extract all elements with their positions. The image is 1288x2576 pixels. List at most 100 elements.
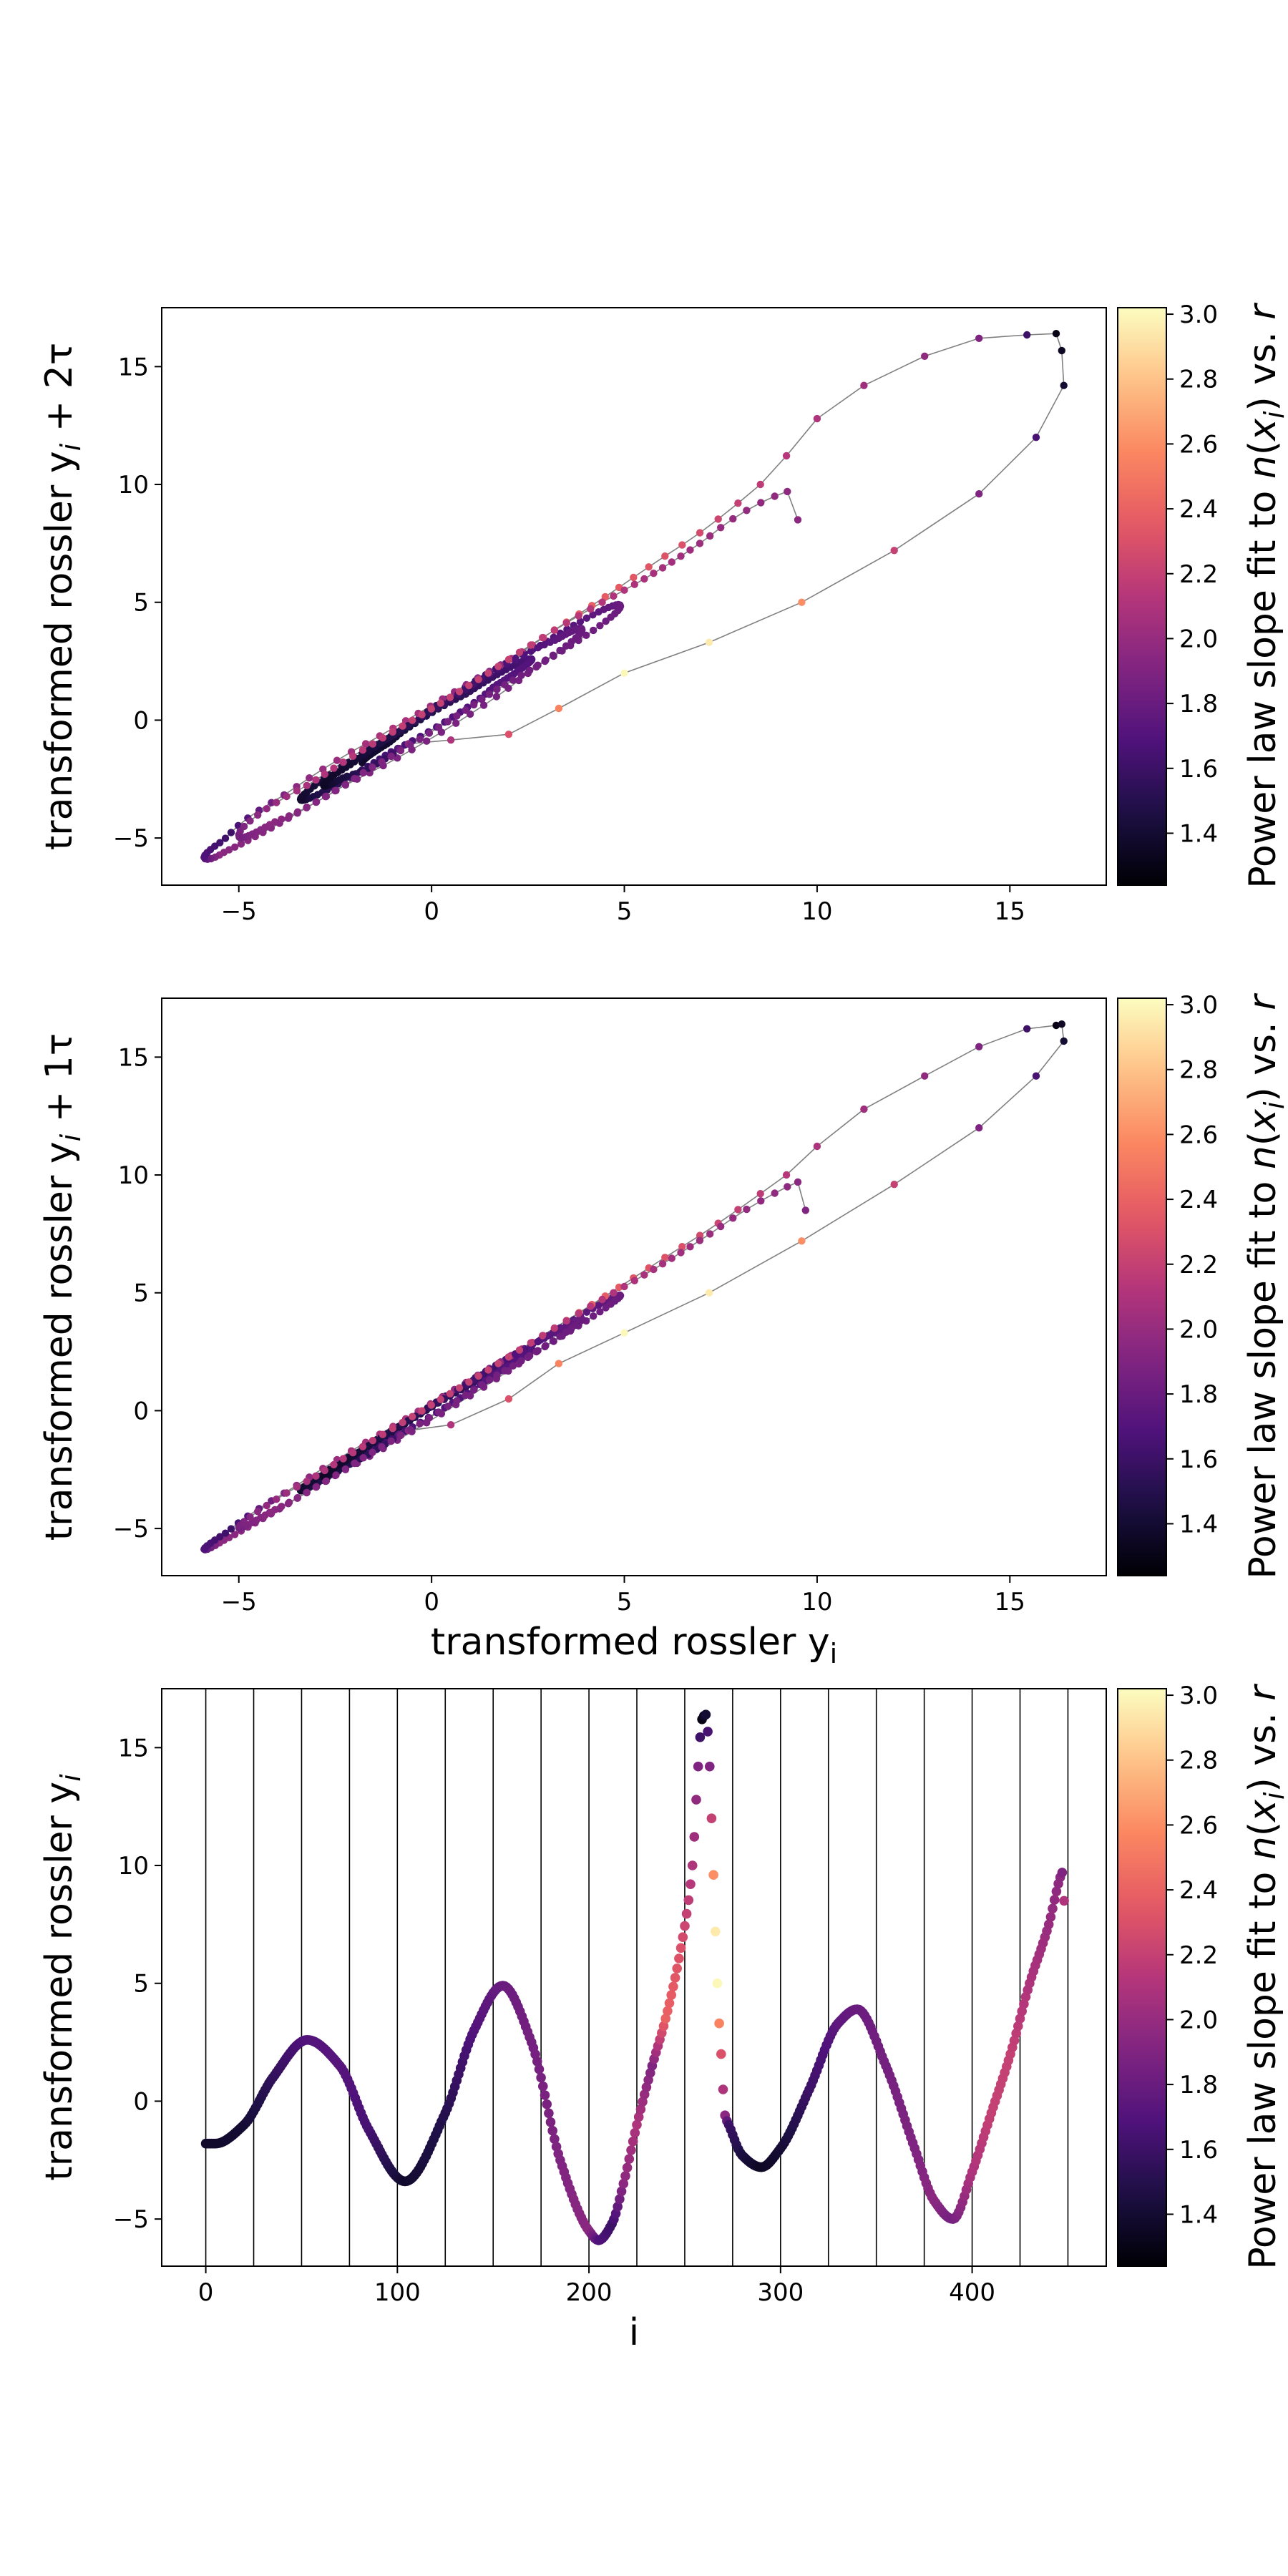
delay-2tau-axes-frame — [161, 307, 1107, 886]
data-point — [534, 644, 542, 652]
data-point — [399, 722, 406, 730]
data-point — [712, 1978, 723, 1989]
data-point — [293, 1483, 301, 1491]
data-point — [757, 499, 765, 507]
data-point — [351, 1459, 358, 1468]
data-point — [622, 2162, 633, 2173]
data-point — [538, 2081, 548, 2092]
data-point — [396, 1431, 405, 1440]
data-point — [436, 699, 444, 707]
data-point — [406, 1425, 414, 1434]
y-tick-label: 15 — [118, 1734, 149, 1762]
data-point — [527, 1339, 535, 1347]
data-point — [975, 1124, 983, 1132]
data-point — [703, 1727, 713, 1737]
time-series-x-axis-label: i — [629, 2311, 639, 2354]
y-tick-label: 5 — [133, 589, 149, 618]
data-point — [1011, 2028, 1021, 2039]
y-tick-label: 5 — [133, 1279, 149, 1308]
data-point — [333, 756, 341, 764]
data-point — [706, 532, 714, 540]
data-point — [231, 843, 239, 852]
time-series-ticks: 0 100 200 300 400 −5 0 5 10 15 — [113, 1734, 995, 2307]
data-point — [582, 1308, 591, 1316]
data-point — [474, 1372, 482, 1380]
data-point — [369, 740, 377, 748]
data-point — [545, 2117, 556, 2127]
data-point — [494, 1360, 502, 1367]
data-point — [687, 1860, 698, 1870]
delay-1tau-x-axis-label: transformed rossler yi — [431, 1621, 837, 1669]
colorbar-tick-label: 2.8 — [1179, 366, 1218, 394]
data-point — [633, 2112, 644, 2122]
data-point — [446, 693, 454, 701]
data-point — [620, 586, 628, 594]
data-point — [332, 1471, 340, 1479]
data-point — [349, 1449, 357, 1457]
colorbar-tick-label: 2.6 — [1179, 1121, 1218, 1149]
data-point — [782, 452, 791, 460]
data-point — [610, 592, 618, 600]
data-point — [975, 334, 983, 342]
data-point — [359, 1454, 367, 1462]
data-point — [718, 2084, 728, 2094]
data-point — [695, 1732, 706, 1742]
time-series-panel: 0 100 200 300 400 −5 0 5 10 15 transformed rossle… — [38, 1682, 1288, 2354]
data-point — [714, 2018, 724, 2029]
data-point — [756, 480, 764, 489]
data-point — [1032, 1072, 1040, 1080]
data-point — [332, 786, 340, 795]
data-point — [462, 706, 469, 714]
colorbar-label: Power law slope fit to n(xi) vs. r — [1241, 992, 1288, 1579]
data-point — [447, 1421, 455, 1429]
data-point — [1013, 2021, 1023, 2031]
data-point — [1051, 1886, 1062, 1897]
data-point — [590, 1312, 597, 1320]
data-point — [613, 2202, 623, 2212]
data-point — [1060, 381, 1068, 389]
data-point — [273, 799, 280, 806]
colorbar-tick-label: 1.8 — [1179, 1380, 1218, 1409]
y-tick-label: −5 — [113, 2205, 149, 2234]
data-point — [478, 696, 486, 703]
data-point — [484, 1366, 492, 1374]
data-point — [618, 2178, 629, 2189]
data-point — [387, 1437, 395, 1445]
x-tick-label: 10 — [801, 1588, 832, 1616]
data-point — [493, 686, 501, 693]
data-point — [794, 516, 802, 524]
data-point — [534, 2064, 545, 2074]
data-point — [462, 1391, 469, 1400]
delay-1tau-colorbar: 1.4 1.6 1.8 2.0 2.2 2.4 2.6 2.8 3.0 Power law slo… — [1117, 991, 1288, 1579]
data-point — [678, 1243, 686, 1251]
colorbar-tick-label: 2.4 — [1179, 495, 1218, 524]
delay-2tau-marks — [200, 330, 1068, 864]
data-point — [1060, 1037, 1068, 1045]
data-point — [616, 2186, 627, 2197]
data-point — [598, 598, 606, 606]
data-point — [227, 829, 235, 836]
data-point — [798, 598, 806, 606]
data-point — [341, 1465, 349, 1473]
data-point — [509, 1362, 517, 1370]
data-point — [330, 1460, 338, 1469]
data-point — [322, 792, 331, 801]
data-point — [378, 1443, 386, 1451]
data-point — [596, 1308, 604, 1316]
data-point — [536, 2072, 546, 2083]
data-point — [701, 1709, 711, 1719]
data-point — [589, 611, 597, 619]
time-series-marks — [200, 1709, 1069, 2245]
x-tick-label: 400 — [949, 2278, 995, 2307]
data-point — [716, 2049, 726, 2059]
data-point — [672, 1963, 682, 1974]
data-point — [547, 2125, 557, 2136]
data-point — [645, 563, 653, 571]
data-point — [596, 622, 604, 630]
data-point — [567, 638, 575, 645]
data-point — [285, 812, 293, 820]
data-point — [358, 746, 367, 754]
colorbar-tick-label: 2.6 — [1179, 430, 1218, 459]
data-point — [452, 719, 460, 727]
data-point — [630, 2127, 640, 2138]
